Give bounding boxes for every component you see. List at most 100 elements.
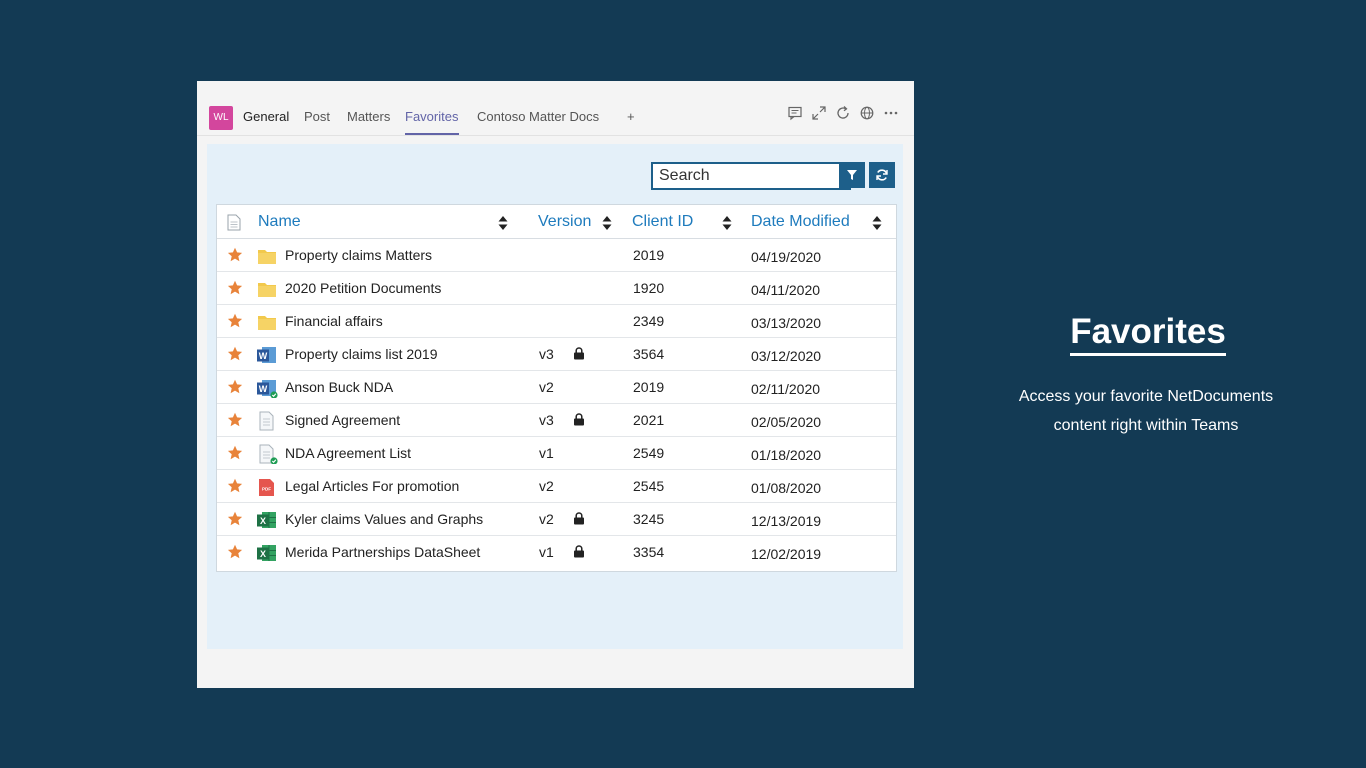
- tab-post[interactable]: Post: [304, 109, 331, 124]
- column-header-version[interactable]: Version: [538, 213, 592, 230]
- document-client-id: 3354: [633, 544, 665, 560]
- document-version: v3: [539, 412, 554, 428]
- table-row[interactable]: Signed Agreement v3 2021 02/05/2020: [217, 404, 896, 437]
- table-row[interactable]: X Merida Partnerships DataSheet v1 3354 12/0…: [217, 536, 896, 569]
- sort-icon[interactable]: [602, 215, 612, 231]
- document-client-id: 3245: [633, 511, 665, 527]
- document-client-id: 2019: [633, 247, 665, 263]
- favorite-star-icon[interactable]: [227, 346, 243, 362]
- favorites-panel: Search Name Version: [207, 144, 903, 649]
- document-version: v1: [539, 445, 554, 461]
- lock-icon: [574, 545, 584, 558]
- document-icon: [259, 411, 274, 431]
- table-row[interactable]: NDA Agreement List v1 2549 01/18/2020: [217, 437, 896, 470]
- search-input[interactable]: Search: [651, 162, 851, 190]
- document-version: v2: [539, 511, 554, 527]
- column-header-date-modified[interactable]: Date Modified: [751, 213, 850, 230]
- filter-button[interactable]: [839, 162, 865, 188]
- more-icon[interactable]: [883, 105, 899, 121]
- favorite-star-icon[interactable]: [227, 313, 243, 329]
- document-name[interactable]: Merida Partnerships DataSheet: [285, 544, 481, 560]
- document-name[interactable]: Signed Agreement: [285, 412, 401, 428]
- document-type-icon: [227, 214, 241, 231]
- channel-avatar: WL: [209, 106, 233, 130]
- lock-icon: [574, 413, 584, 426]
- promo-title-text: Favorites: [1070, 312, 1226, 356]
- promo-line-2: content right within Teams: [1053, 417, 1239, 434]
- favorite-star-icon[interactable]: [227, 511, 243, 527]
- excel-icon: X: [257, 545, 276, 561]
- favorite-star-icon[interactable]: [227, 379, 243, 395]
- document-name[interactable]: NDA Agreement List: [285, 445, 412, 461]
- promo-title: Favorites: [1000, 312, 1296, 356]
- sync-icon: [876, 169, 888, 181]
- document-client-id: 2019: [633, 379, 665, 395]
- sort-icon[interactable]: [872, 215, 882, 231]
- document-name[interactable]: Anson Buck NDA: [285, 379, 394, 395]
- favorite-star-icon[interactable]: [227, 445, 243, 461]
- folder-icon: [258, 316, 276, 330]
- table-header: Name Version Client ID Date Modified: [217, 205, 896, 239]
- document-date-modified: 04/19/2020: [751, 249, 822, 265]
- document-version: v2: [539, 379, 554, 395]
- filter-icon: [847, 170, 857, 180]
- table-row[interactable]: 2020 Petition Documents 1920 04/11/2020: [217, 272, 896, 305]
- tab-bar: WL General Post Matters Favorites Contos…: [197, 81, 914, 136]
- promo-description: Access your favorite NetDocuments conten…: [996, 382, 1296, 440]
- lock-icon: [574, 512, 584, 525]
- tab-contoso-matter-docs[interactable]: Contoso Matter Docs: [477, 109, 600, 124]
- document-name[interactable]: Property claims list 2019: [285, 346, 438, 362]
- excel-icon: X: [257, 512, 276, 528]
- document-date-modified: 01/18/2020: [751, 447, 822, 463]
- column-header-name[interactable]: Name: [258, 213, 301, 230]
- table-row[interactable]: PDF Legal Articles For promotion v2 2545 01/…: [217, 470, 896, 503]
- document-icon: [259, 444, 278, 464]
- column-header-client-id[interactable]: Client ID: [632, 213, 694, 230]
- document-name[interactable]: 2020 Petition Documents: [285, 280, 442, 296]
- svg-text:W: W: [259, 384, 268, 394]
- document-date-modified: 12/02/2019: [751, 546, 822, 562]
- table-row[interactable]: Financial affairs 2349 03/13/2020: [217, 305, 896, 338]
- table-row[interactable]: W Anson Buck NDA v2 2019 02/11/2020: [217, 371, 896, 404]
- refresh-icon[interactable]: [835, 105, 851, 121]
- document-name[interactable]: Legal Articles For promotion: [285, 478, 460, 494]
- document-date-modified: 03/13/2020: [751, 315, 822, 331]
- document-client-id: 2545: [633, 478, 665, 494]
- document-version: v2: [539, 478, 554, 494]
- folder-icon: [258, 250, 276, 264]
- tab-matters[interactable]: Matters: [347, 109, 391, 124]
- favorite-star-icon[interactable]: [227, 544, 243, 560]
- word-icon: W: [257, 347, 276, 363]
- folder-icon: [258, 283, 276, 297]
- table-row[interactable]: Property claims Matters 2019 04/19/2020: [217, 239, 896, 272]
- svg-text:W: W: [259, 351, 268, 361]
- teams-window: WL General Post Matters Favorites Contos…: [197, 81, 914, 688]
- document-date-modified: 04/11/2020: [751, 282, 821, 298]
- document-date-modified: 03/12/2020: [751, 348, 822, 364]
- document-client-id: 3564: [633, 346, 665, 362]
- favorite-star-icon[interactable]: [227, 412, 243, 428]
- globe-icon[interactable]: [859, 105, 875, 121]
- favorite-star-icon[interactable]: [227, 478, 243, 494]
- favorite-star-icon[interactable]: [227, 280, 243, 296]
- refresh-list-button[interactable]: [869, 162, 895, 188]
- word-icon: W: [257, 380, 278, 398]
- favorite-star-icon[interactable]: [227, 247, 243, 263]
- tab-general[interactable]: General: [243, 109, 290, 124]
- table-row[interactable]: X Kyler claims Values and Graphs v2 3245 12/…: [217, 503, 896, 536]
- chat-icon[interactable]: [787, 105, 803, 121]
- document-client-id: 2021: [633, 412, 665, 428]
- sort-icon[interactable]: [722, 215, 732, 231]
- document-version: v1: [539, 544, 554, 560]
- document-name[interactable]: Financial affairs: [285, 313, 383, 329]
- sort-icon[interactable]: [498, 215, 508, 231]
- table-row[interactable]: W Property claims list 2019 v3 3564 03/12/20…: [217, 338, 896, 371]
- document-name[interactable]: Kyler claims Values and Graphs: [285, 511, 484, 527]
- expand-icon[interactable]: [811, 105, 827, 121]
- document-name[interactable]: Property claims Matters: [285, 247, 433, 263]
- document-date-modified: 12/13/2019: [751, 513, 822, 529]
- document-date-modified: 02/11/2020: [751, 381, 821, 397]
- tab-favorites[interactable]: Favorites: [405, 109, 459, 124]
- lock-icon: [574, 347, 584, 360]
- add-tab-button[interactable]: +: [627, 109, 635, 124]
